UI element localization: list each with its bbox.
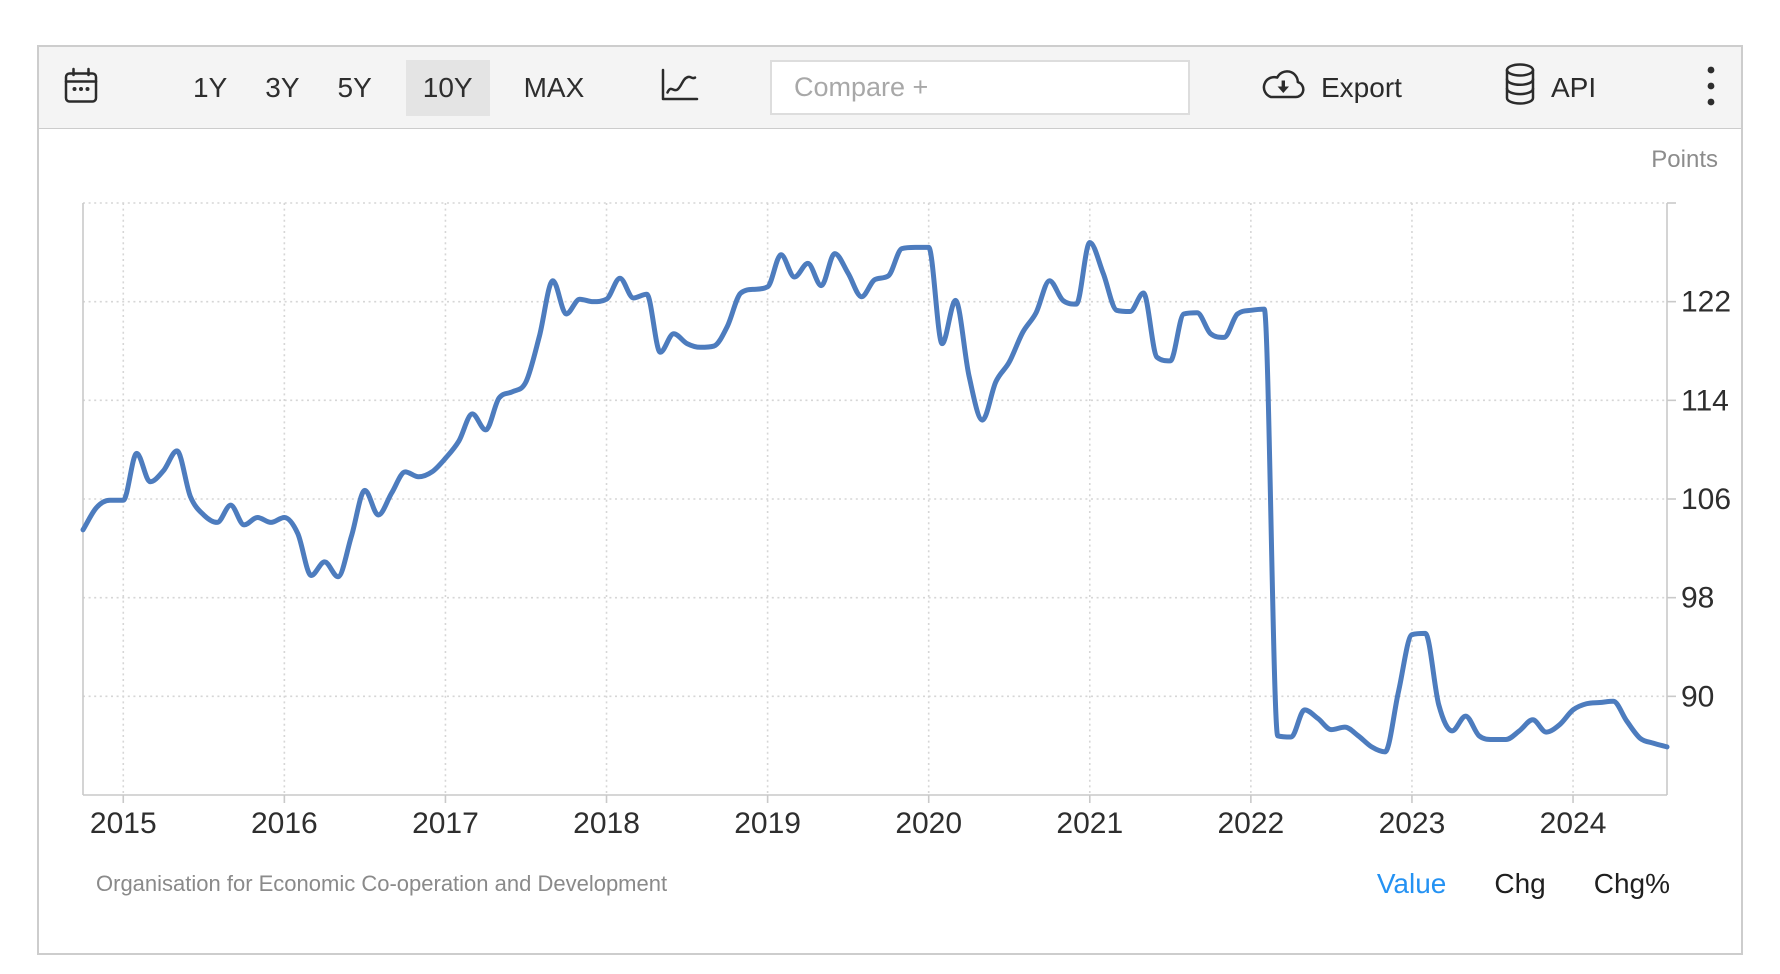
chart-toolbar: 1Y 3Y 5Y 10Y MAX Export <box>39 47 1741 129</box>
cloud-download-icon <box>1258 65 1308 110</box>
svg-text:2020: 2020 <box>895 807 962 840</box>
svg-text:2021: 2021 <box>1056 807 1123 840</box>
value-series-line <box>80 239 1670 755</box>
chg-link[interactable]: Chg <box>1494 868 1546 899</box>
x-axis-labels: 2015 2016 2017 2018 2019 2020 2021 2022 2023 2024 <box>90 807 1607 840</box>
range-max-button[interactable]: MAX <box>520 60 589 116</box>
chart-widget-panel: 1Y 3Y 5Y 10Y MAX Export <box>37 45 1743 955</box>
compare-input[interactable] <box>770 60 1190 115</box>
range-1y-button[interactable]: 1Y <box>189 60 231 116</box>
kebab-menu-icon <box>1706 63 1716 112</box>
export-label: Export <box>1321 71 1402 103</box>
display-mode-links: Value Chg Chg% <box>1377 868 1670 900</box>
api-label: API <box>1551 71 1597 103</box>
api-button[interactable]: API <box>1502 47 1642 128</box>
svg-text:2024: 2024 <box>1540 807 1607 840</box>
range-5y-button[interactable]: 5Y <box>334 60 376 116</box>
chart-gridlines <box>83 202 1667 795</box>
calendar-button[interactable] <box>55 47 107 128</box>
chart-axes <box>82 202 1676 803</box>
database-icon <box>1502 62 1538 113</box>
line-chart-icon <box>656 65 702 110</box>
svg-text:2022: 2022 <box>1217 807 1284 840</box>
range-selector: 1Y 3Y 5Y 10Y MAX <box>189 47 588 128</box>
export-button[interactable]: Export <box>1258 47 1428 128</box>
svg-text:2019: 2019 <box>734 807 801 840</box>
y-axis-labels: 122 114 106 98 90 <box>1681 286 1731 714</box>
svg-text:2023: 2023 <box>1379 807 1446 840</box>
more-options-button[interactable] <box>1691 47 1731 128</box>
range-3y-button[interactable]: 3Y <box>261 60 303 116</box>
source-attribution: Organisation for Economic Co-operation a… <box>96 871 668 896</box>
svg-text:2016: 2016 <box>251 807 318 840</box>
svg-text:122: 122 <box>1681 286 1731 319</box>
chart-type-button[interactable] <box>654 47 704 128</box>
svg-text:106: 106 <box>1681 483 1731 516</box>
chgpct-link[interactable]: Chg% <box>1593 868 1670 899</box>
svg-text:114: 114 <box>1681 384 1729 417</box>
value-link[interactable]: Value <box>1376 868 1447 899</box>
svg-text:2018: 2018 <box>573 807 640 840</box>
svg-text:90: 90 <box>1681 680 1714 713</box>
svg-text:98: 98 <box>1681 582 1714 615</box>
range-10y-button[interactable]: 10Y <box>405 59 490 116</box>
svg-text:2015: 2015 <box>90 807 157 840</box>
calendar-icon <box>62 66 100 109</box>
svg-text:2017: 2017 <box>412 807 479 840</box>
chart-footer: Organisation for Economic Co-operation a… <box>96 865 1670 903</box>
y-axis-unit-label: Points <box>1651 146 1718 173</box>
